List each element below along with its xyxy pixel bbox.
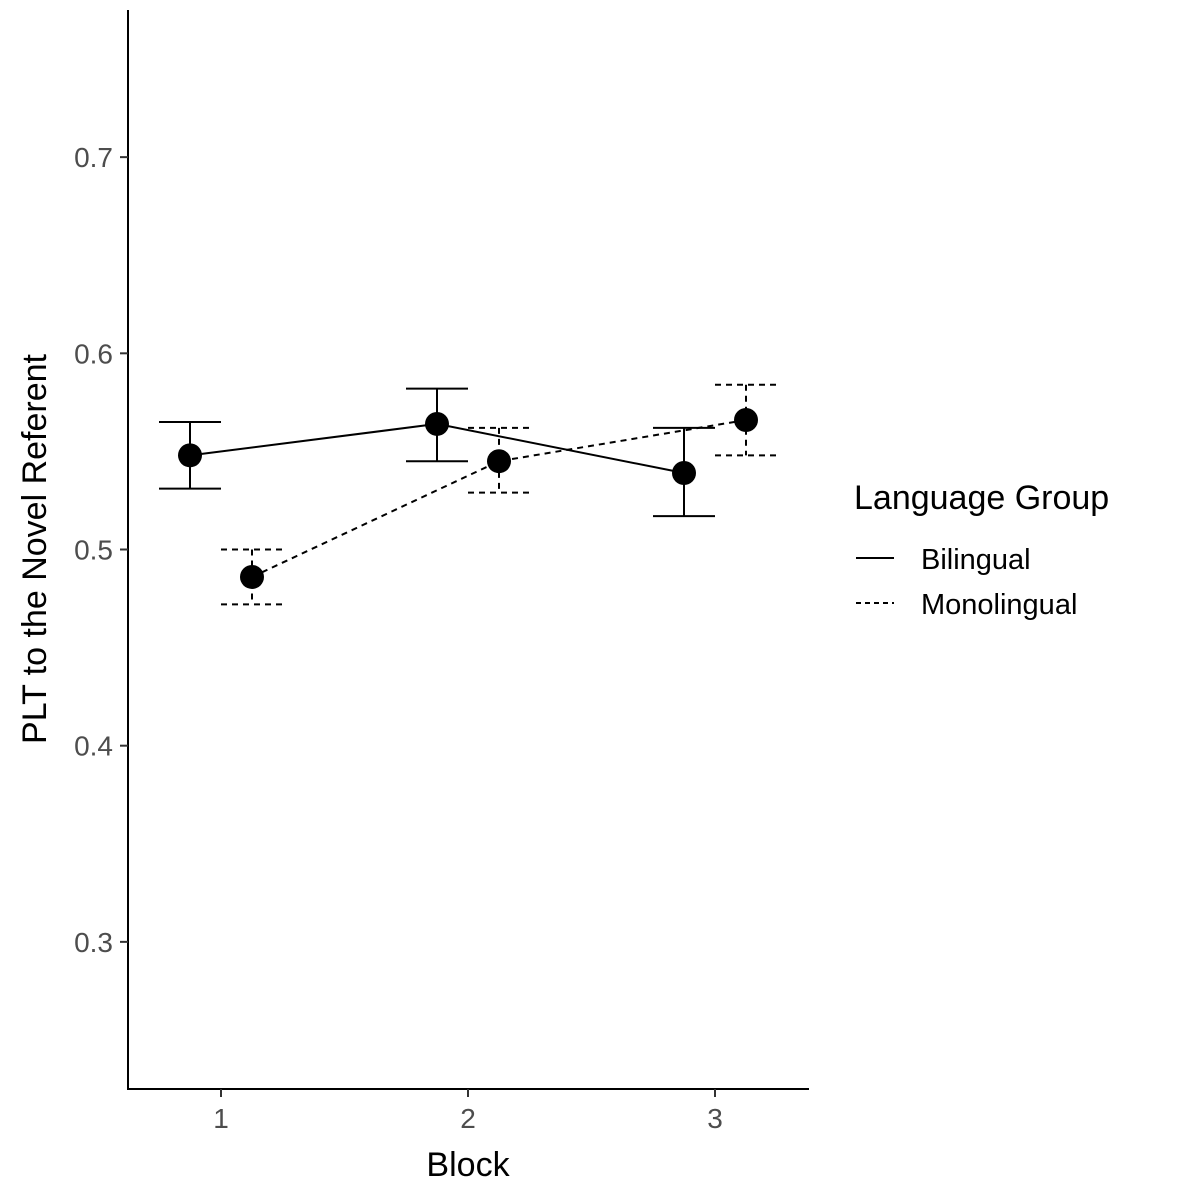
- data-point: [240, 564, 264, 589]
- legend-label: Monolingual: [921, 589, 1077, 621]
- x-tick-label: 2: [460, 1103, 476, 1134]
- y-tick-label: 0.3: [74, 927, 113, 958]
- y-tick-label: 0.6: [74, 338, 113, 369]
- data-point: [178, 443, 202, 468]
- x-tick-label: 3: [707, 1103, 723, 1134]
- y-axis-ticks: 0.3 0.4 0.5 0.6 0.7: [74, 142, 128, 958]
- legend-label: Bilingual: [921, 544, 1031, 576]
- y-tick-label: 0.5: [74, 535, 113, 566]
- legend: Language Group Bilingual Monolingual: [854, 479, 1109, 621]
- data-point: [672, 460, 696, 485]
- y-tick-label: 0.7: [74, 142, 113, 173]
- y-tick-label: 0.4: [74, 731, 113, 762]
- data-point: [734, 408, 758, 433]
- data-point: [487, 449, 511, 474]
- series-bilingual: [159, 387, 715, 518]
- legend-item: Monolingual: [856, 589, 1077, 621]
- x-axis-ticks: 1 2 3: [213, 1089, 723, 1134]
- legend-title: Language Group: [854, 479, 1109, 517]
- series-line: [251, 419, 747, 578]
- plot-area: [159, 383, 777, 606]
- data-point: [425, 411, 449, 436]
- legend-item: Bilingual: [856, 544, 1031, 576]
- y-axis-title: PLT to the Novel Referent: [16, 353, 54, 744]
- x-axis-title: Block: [426, 1146, 510, 1180]
- x-tick-label: 1: [213, 1103, 229, 1134]
- series-monolingual: [221, 383, 777, 606]
